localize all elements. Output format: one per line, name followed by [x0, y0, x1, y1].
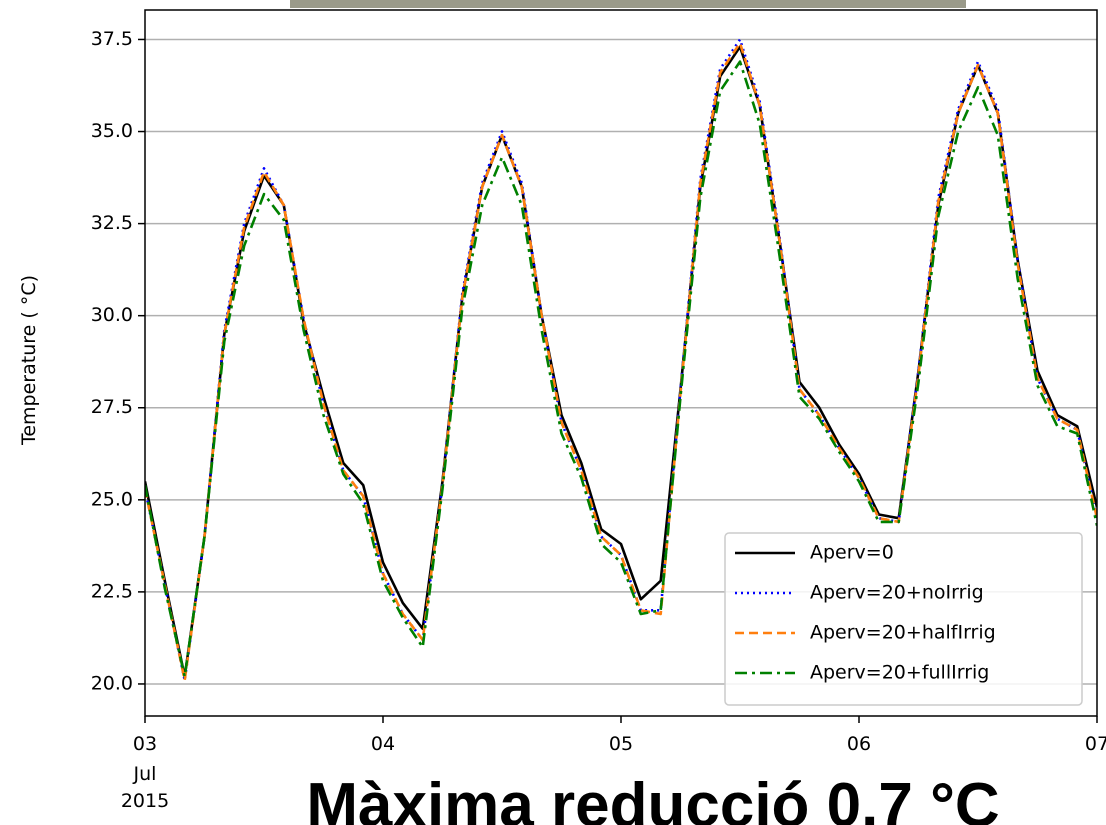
x-tick-sublabel: 2015: [121, 790, 169, 812]
x-tick-sublabel: Jul: [133, 763, 157, 785]
legend-box: [724, 532, 1083, 706]
caption: Màxima reducció 0.7 °C: [306, 771, 999, 825]
plot-frame: [144, 9, 1098, 717]
x-tick-label: 07: [1085, 733, 1106, 755]
legend-label: Aperv=0: [810, 542, 894, 564]
legend-label: Aperv=20+halfIrrig: [810, 622, 996, 644]
x-tick-label: 05: [609, 733, 633, 755]
x-tick-label: 04: [371, 733, 395, 755]
y-axis-label: Temperature ( °C): [18, 275, 40, 446]
top-photo-strip: [290, 0, 966, 8]
x-tick-label: 06: [847, 733, 871, 755]
y-tick-label: 32.5: [91, 212, 133, 234]
y-tick-label: 30.0: [91, 304, 133, 326]
y-tick-label: 27.5: [91, 396, 133, 418]
y-tick-label: 25.0: [91, 488, 133, 510]
series-line: [145, 41, 1097, 682]
legend-label: Aperv=20+fullIrrig: [810, 662, 989, 684]
y-tick-label: 37.5: [91, 28, 133, 50]
y-tick-label: 35.0: [91, 120, 133, 142]
series-line: [145, 60, 1097, 678]
y-tick-label: 20.0: [91, 672, 133, 694]
legend-label: Aperv=20+noIrrig: [810, 582, 984, 604]
x-tick-label: 03: [133, 733, 157, 755]
y-tick-label: 22.5: [91, 580, 133, 602]
